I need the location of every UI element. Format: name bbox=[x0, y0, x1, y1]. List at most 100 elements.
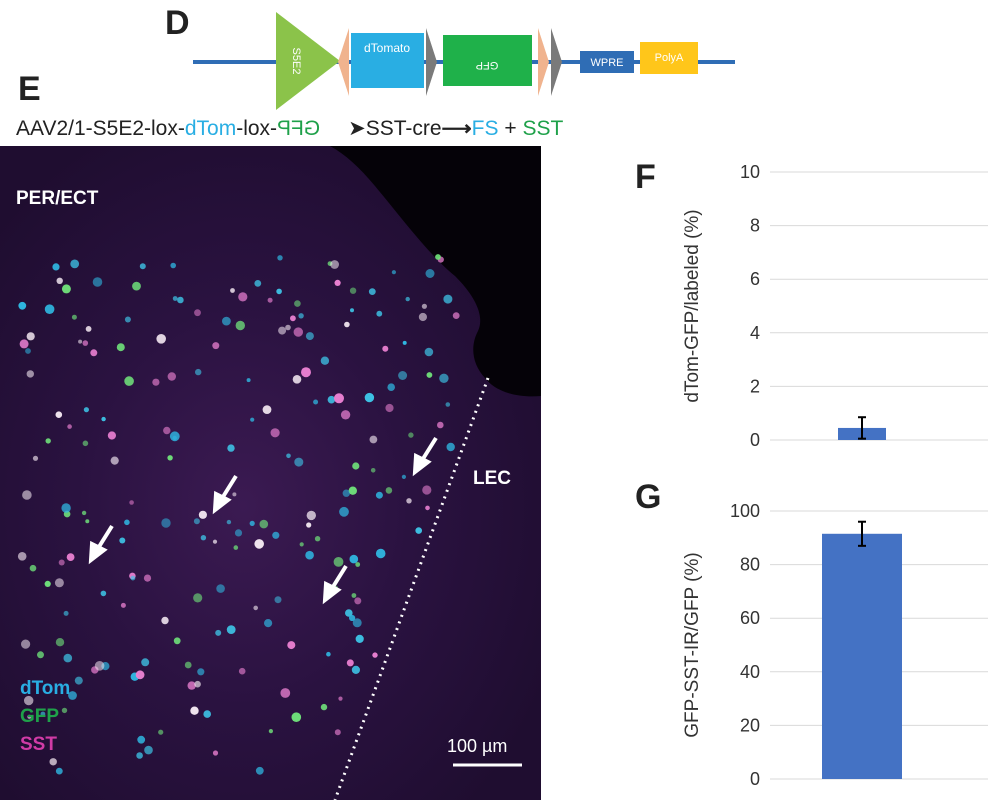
labeled-cell bbox=[422, 485, 432, 495]
title-fs: FS bbox=[471, 117, 499, 140]
labeled-cell bbox=[327, 395, 336, 404]
labeled-cell bbox=[158, 729, 164, 735]
labeled-cell bbox=[129, 500, 134, 505]
labeled-cell bbox=[227, 444, 235, 452]
labeled-cell bbox=[110, 456, 119, 465]
labeled-cell bbox=[355, 562, 361, 567]
labeled-cell bbox=[163, 426, 171, 435]
labeled-cell bbox=[70, 259, 80, 269]
labeled-cell bbox=[24, 695, 34, 706]
labeled-cell bbox=[267, 297, 273, 303]
labeled-cell bbox=[293, 327, 303, 337]
labeled-cell bbox=[443, 294, 453, 304]
legend-sst: SST bbox=[20, 734, 57, 755]
labeled-cell bbox=[294, 300, 301, 307]
labeled-cell bbox=[141, 658, 150, 667]
labeled-cell bbox=[226, 625, 236, 634]
y-axis-title: GFP-SST-IR/GFP (%) bbox=[682, 552, 703, 737]
promoter-label: S5E2 bbox=[290, 48, 302, 75]
title-arrow-1: ➤ bbox=[348, 117, 366, 140]
labeled-cell bbox=[350, 308, 354, 313]
labeled-cell bbox=[169, 431, 180, 442]
labeled-cell bbox=[18, 301, 27, 310]
labeled-cell bbox=[370, 468, 376, 473]
labeled-cell bbox=[71, 314, 77, 320]
labeled-cell bbox=[156, 334, 166, 344]
labeled-cell bbox=[184, 661, 192, 669]
labeled-cell bbox=[49, 758, 57, 766]
labeled-cell bbox=[305, 550, 314, 560]
labeled-cell bbox=[61, 284, 71, 294]
labeled-cell bbox=[375, 548, 386, 559]
empty-tissue-region bbox=[330, 146, 541, 397]
labeled-cell bbox=[330, 260, 339, 269]
labeled-cell bbox=[55, 411, 63, 419]
labeled-cell bbox=[170, 262, 176, 269]
labeled-cell bbox=[130, 575, 136, 581]
labeled-cell bbox=[61, 707, 68, 714]
labeled-cell bbox=[226, 519, 232, 525]
labeled-cell bbox=[190, 706, 199, 715]
labeled-cell bbox=[44, 580, 51, 587]
y-tick-label: 60 bbox=[740, 608, 760, 628]
labeled-cell bbox=[326, 651, 331, 657]
arrow-1 bbox=[88, 524, 114, 565]
labeled-cell bbox=[90, 349, 98, 357]
labeled-cell bbox=[200, 535, 207, 541]
y-tick-label: 0 bbox=[750, 769, 760, 789]
labeled-cell bbox=[249, 520, 255, 526]
labeled-cell bbox=[291, 712, 302, 722]
labeled-cell bbox=[253, 605, 258, 611]
labeled-cell bbox=[405, 296, 410, 302]
labeled-cell bbox=[320, 356, 330, 365]
labeled-cell bbox=[274, 596, 282, 604]
labeled-cell bbox=[339, 506, 349, 517]
scale-bar-label: 100 µm bbox=[447, 736, 508, 756]
labeled-cell bbox=[37, 651, 44, 659]
dtomato-label: dTomato bbox=[364, 41, 410, 55]
labeled-cell bbox=[351, 665, 360, 675]
labeled-cell bbox=[45, 438, 51, 444]
labeled-cell bbox=[172, 296, 178, 301]
gfp-label-inverted: GFP bbox=[476, 59, 499, 71]
dtomato-box bbox=[351, 33, 424, 88]
micrograph-image bbox=[17, 146, 541, 800]
labeled-cell bbox=[375, 491, 383, 499]
labeled-cell bbox=[143, 574, 152, 582]
labeled-cell bbox=[78, 339, 83, 344]
labeled-cell bbox=[270, 428, 280, 438]
labeled-cell bbox=[19, 339, 29, 349]
labeled-cell bbox=[216, 584, 225, 593]
labeled-cell bbox=[368, 288, 376, 295]
labeled-cell bbox=[340, 410, 351, 420]
labeled-cell bbox=[26, 332, 35, 341]
labeled-cell bbox=[298, 313, 304, 319]
chart-g: 0 20 40 60 80 100 GFP-SST-IR/GFP (%) bbox=[682, 501, 988, 789]
labeled-cell bbox=[355, 634, 364, 643]
title-dtom: dTom bbox=[184, 117, 237, 140]
labeled-cell bbox=[344, 321, 350, 328]
labeled-cell bbox=[234, 529, 243, 537]
labeled-cell bbox=[299, 542, 304, 547]
labeled-cell bbox=[391, 270, 396, 275]
labeled-cell bbox=[194, 309, 201, 317]
labeled-cell bbox=[52, 263, 60, 271]
labeled-cell bbox=[144, 745, 153, 755]
labeled-cell bbox=[195, 368, 202, 376]
title-sst: SST bbox=[522, 117, 564, 140]
labeled-cell bbox=[385, 403, 394, 413]
legend-dtom: dTom bbox=[20, 678, 71, 699]
labeled-cell bbox=[193, 593, 203, 603]
labeled-cell bbox=[194, 680, 201, 688]
y-tick-label: 8 bbox=[750, 216, 760, 236]
labeled-cell bbox=[107, 431, 116, 440]
labeled-cell bbox=[415, 527, 423, 534]
labeled-cell bbox=[290, 315, 296, 322]
labeled-cell bbox=[17, 552, 27, 561]
labeled-cell bbox=[212, 750, 219, 756]
labeled-cell bbox=[167, 455, 173, 461]
lox-site-4 bbox=[551, 28, 562, 96]
labeled-cell bbox=[418, 312, 427, 322]
labeled-cell bbox=[254, 539, 264, 549]
labeled-cell bbox=[29, 564, 37, 572]
